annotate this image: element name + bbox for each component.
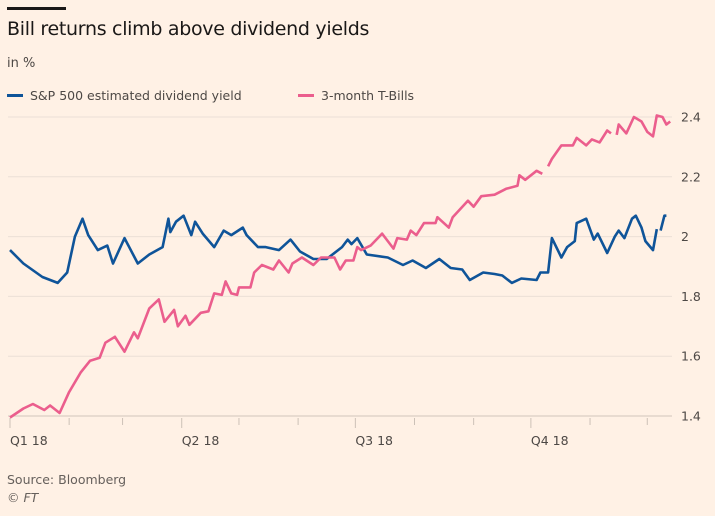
- ft-header-bar: [7, 7, 66, 10]
- y-tick-label: 2: [681, 229, 689, 244]
- series-line-dividend-yield: [9, 214, 667, 285]
- y-tick-label: 1.8: [681, 289, 701, 304]
- chart-title: Bill returns climb above dividend yields: [7, 18, 370, 40]
- y-tick-label: 2.2: [681, 169, 701, 184]
- series-line-tbills: [9, 114, 672, 419]
- legend-swatch-dividend: [7, 94, 23, 97]
- x-tick-label: Q2 18: [182, 433, 220, 448]
- legend-label-dividend: S&P 500 estimated dividend yield: [30, 88, 242, 103]
- source-note: Source: Bloomberg: [7, 472, 127, 487]
- copyright: © FT: [7, 490, 39, 505]
- legend-swatch-tbills: [298, 94, 314, 97]
- legend-item-tbills: 3-month T-Bills: [298, 88, 414, 103]
- x-tick-label: Q4 18: [531, 433, 569, 448]
- y-tick-label: 2.4: [681, 110, 701, 125]
- x-tick-label: Q1 18: [10, 433, 48, 448]
- chart-subtitle: in %: [7, 56, 36, 71]
- legend-item-dividend: S&P 500 estimated dividend yield: [7, 88, 242, 103]
- x-tick-label: Q3 18: [355, 433, 393, 448]
- legend-label-tbills: 3-month T-Bills: [321, 88, 415, 103]
- y-tick-label: 1.4: [681, 409, 701, 424]
- y-tick-label: 1.6: [681, 349, 701, 364]
